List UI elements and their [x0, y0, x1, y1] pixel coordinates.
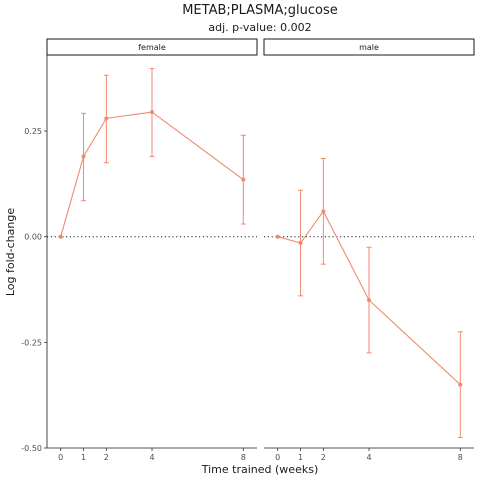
data-point [367, 298, 371, 303]
data-point [58, 234, 63, 239]
data-point [241, 177, 246, 182]
data-point [275, 234, 280, 239]
y-tick-label: -0.25 [21, 338, 42, 347]
data-point [458, 382, 463, 387]
facet-panels: female 0 1 2 4 8 male 0 1 2 4 8 [46, 38, 475, 462]
chart-title: METAB;PLASMA;glucose [182, 3, 338, 18]
facet-strip-label: male [359, 43, 379, 52]
x-axis-title: Time trained (weeks) [201, 463, 318, 476]
x-tick-label: 1 [298, 453, 303, 462]
data-point [298, 241, 303, 246]
facet-panel-female: female 0 1 2 4 8 [46, 38, 258, 462]
x-tick-label: 0 [275, 453, 280, 462]
facet-strip-label: female [138, 43, 166, 52]
data-point [104, 116, 109, 121]
y-tick-label: 0.00 [24, 233, 42, 242]
chart-subtitle: adj. p-value: 0.002 [208, 21, 311, 34]
y-axis: -0.50 -0.25 0.00 0.25 [21, 55, 48, 453]
x-tick-label: 2 [104, 453, 109, 462]
y-tick-label: -0.50 [21, 444, 42, 453]
x-tick-label: 0 [58, 453, 63, 462]
facet-panel-male: male 0 1 2 4 8 [263, 38, 475, 462]
data-point [81, 154, 86, 159]
x-tick-label: 8 [458, 453, 463, 462]
x-tick-label: 2 [321, 453, 326, 462]
facet-strip [263, 38, 475, 56]
x-tick-label: 1 [81, 453, 86, 462]
data-point [150, 110, 154, 115]
y-axis-title: Log fold-change [4, 208, 17, 296]
y-tick-label: 0.25 [24, 127, 42, 136]
x-tick-label: 4 [149, 453, 154, 462]
x-tick-label: 4 [366, 453, 371, 462]
data-point [321, 209, 326, 214]
x-tick-label: 8 [241, 453, 246, 462]
facet-strip [46, 38, 258, 56]
